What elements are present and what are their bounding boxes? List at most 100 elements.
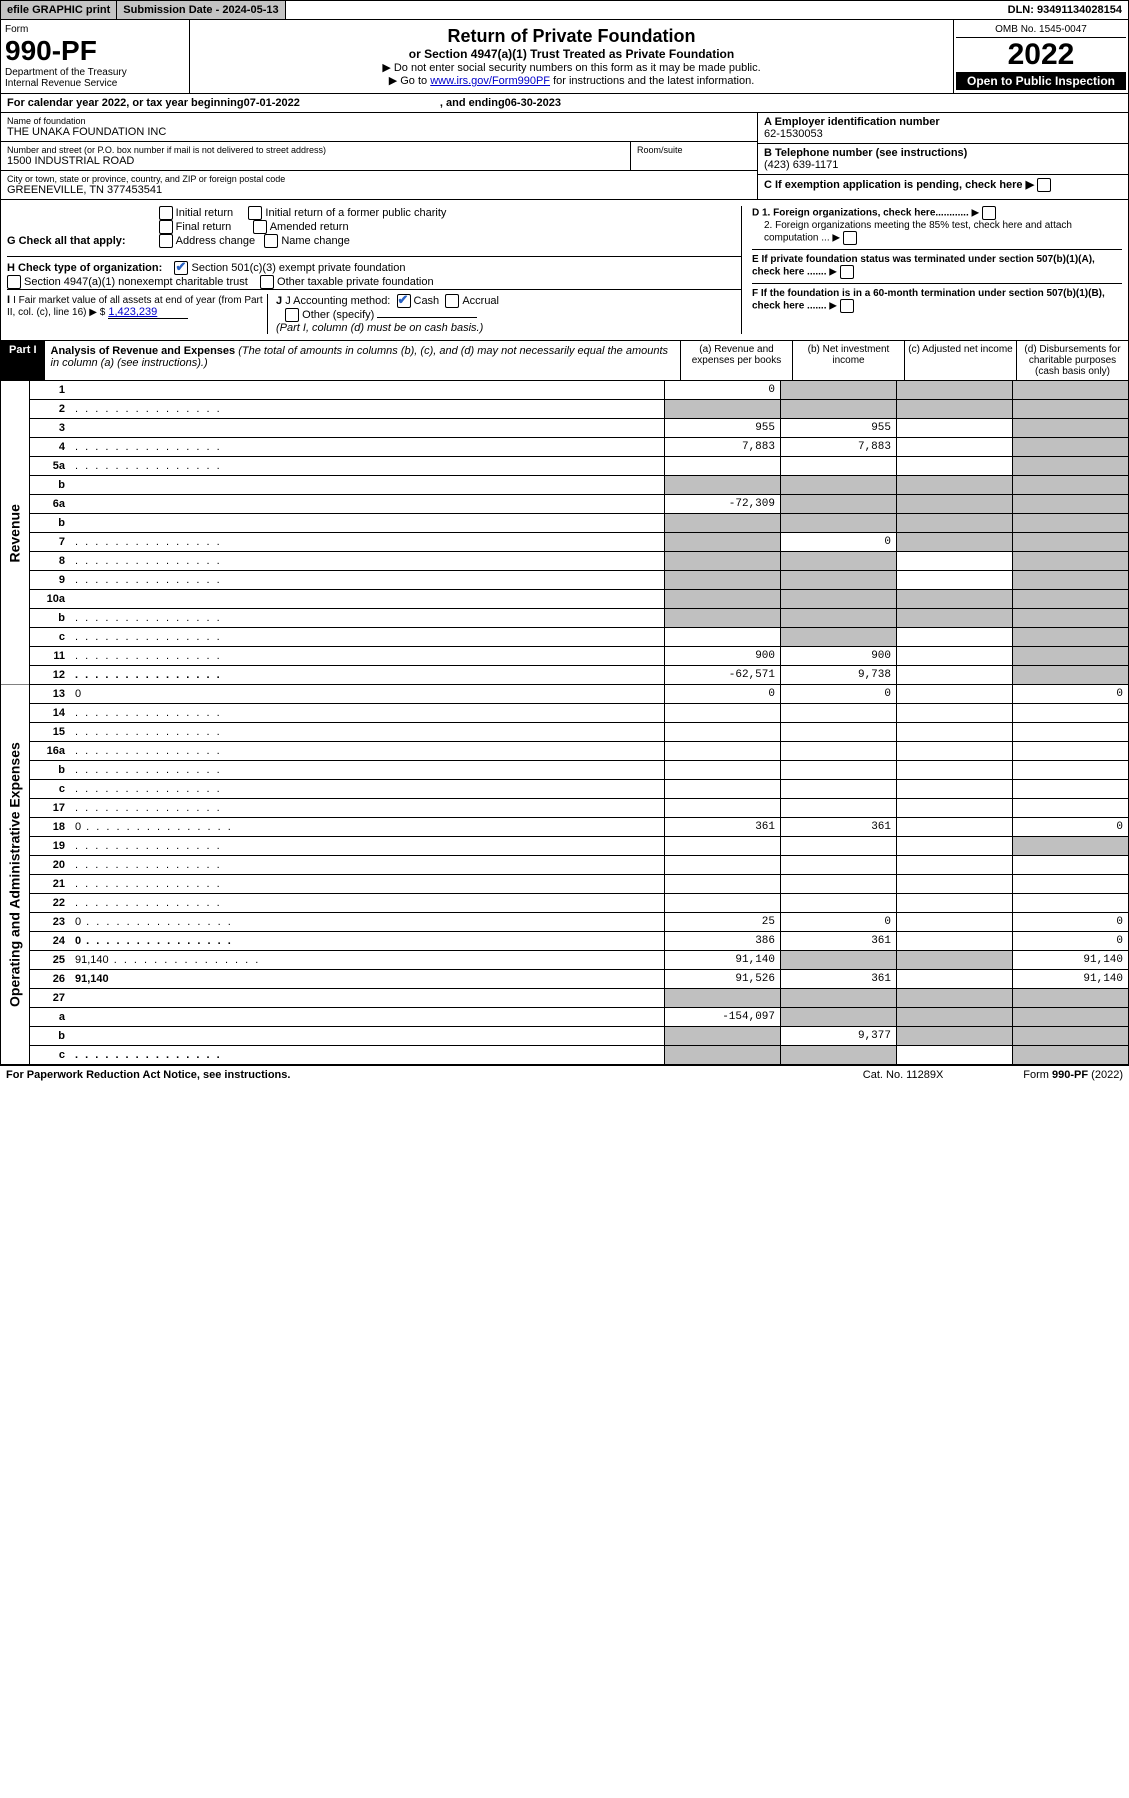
- amt-b: [781, 704, 897, 723]
- initial-return-checkbox[interactable]: [159, 206, 173, 220]
- line-num: 3: [30, 419, 71, 438]
- amt-b: [781, 514, 897, 533]
- street-cell: Number and street (or P.O. box number if…: [1, 142, 757, 171]
- amt-c: [897, 609, 1013, 628]
- line-desc: [70, 666, 665, 685]
- fmv-value[interactable]: 1,423,239: [108, 306, 157, 318]
- amt-d: 0: [1013, 932, 1129, 951]
- amt-b: 9,738: [781, 666, 897, 685]
- g-opt-4: Address change: [176, 235, 256, 247]
- accrual-checkbox[interactable]: [445, 294, 459, 308]
- amt-d: [1013, 799, 1129, 818]
- line-row: 3955955: [1, 419, 1129, 438]
- d2-checkbox[interactable]: [843, 231, 857, 245]
- dln-value: 93491134028154: [1037, 4, 1122, 16]
- amt-a: [665, 989, 781, 1008]
- line-row: b: [1, 609, 1129, 628]
- amt-a: -72,309: [665, 495, 781, 514]
- amt-c: [897, 628, 1013, 647]
- line-num: 20: [30, 856, 71, 875]
- amt-a: 25: [665, 913, 781, 932]
- amt-a: [665, 780, 781, 799]
- address-change-checkbox[interactable]: [159, 234, 173, 248]
- amt-c: [897, 476, 1013, 495]
- header-center: Return of Private Foundation or Section …: [190, 20, 953, 93]
- line-desc: [70, 723, 665, 742]
- line-desc: 0: [70, 818, 665, 837]
- line-desc: [70, 381, 665, 400]
- amt-a: 361: [665, 818, 781, 837]
- footer: For Paperwork Reduction Act Notice, see …: [0, 1065, 1129, 1084]
- line-num: b: [30, 761, 71, 780]
- 501c3-checkbox[interactable]: [174, 261, 188, 275]
- final-return-checkbox[interactable]: [159, 220, 173, 234]
- efile-label: efile GRAPHIC print: [1, 1, 117, 19]
- f-row: F If the foundation is in a 60-month ter…: [752, 283, 1122, 313]
- amt-b: 0: [781, 685, 897, 704]
- amt-b: [781, 837, 897, 856]
- line-num: 25: [30, 951, 71, 970]
- line-row: 2691,14091,52636191,140: [1, 970, 1129, 989]
- amt-d: [1013, 514, 1129, 533]
- line-row: 1803613610: [1, 818, 1129, 837]
- other-taxable-checkbox[interactable]: [260, 275, 274, 289]
- amt-b: [781, 951, 897, 970]
- top-bar: efile GRAPHIC print Submission Date - 20…: [0, 0, 1129, 20]
- f-checkbox[interactable]: [840, 299, 854, 313]
- dln: DLN: 93491134028154: [1002, 1, 1128, 19]
- line-row: 21: [1, 875, 1129, 894]
- name-change-checkbox[interactable]: [264, 234, 278, 248]
- line-row: 27: [1, 989, 1129, 1008]
- h-opt-2: Section 4947(a)(1) nonexempt charitable …: [24, 276, 248, 288]
- amt-c: [897, 704, 1013, 723]
- amt-c: [897, 761, 1013, 780]
- amended-return-checkbox[interactable]: [253, 220, 267, 234]
- line-num: 4: [30, 438, 71, 457]
- e-checkbox[interactable]: [840, 265, 854, 279]
- 4947-checkbox[interactable]: [7, 275, 21, 289]
- amt-a: [665, 799, 781, 818]
- amt-a: -62,571: [665, 666, 781, 685]
- other-method-checkbox[interactable]: [285, 308, 299, 322]
- submission-value: 2024-05-13: [222, 4, 278, 16]
- amt-b: [781, 856, 897, 875]
- h-opt-1: Section 501(c)(3) exempt private foundat…: [191, 262, 405, 274]
- amt-a: 0: [665, 381, 781, 400]
- line-num: 8: [30, 552, 71, 571]
- line-desc: [70, 875, 665, 894]
- line-num: 13: [30, 685, 71, 704]
- cash-checkbox[interactable]: [397, 294, 411, 308]
- amt-d: [1013, 666, 1129, 685]
- amt-a: [665, 856, 781, 875]
- line-num: b: [30, 609, 71, 628]
- col-c-head: (c) Adjusted net income: [904, 341, 1016, 380]
- d1-checkbox[interactable]: [982, 206, 996, 220]
- line-row: b: [1, 761, 1129, 780]
- line-row: c: [1, 1046, 1129, 1065]
- amt-c: [897, 495, 1013, 514]
- amt-a: [665, 400, 781, 419]
- amt-c: [897, 438, 1013, 457]
- amt-b: 955: [781, 419, 897, 438]
- exemption-checkbox[interactable]: [1037, 178, 1051, 192]
- amt-c: [897, 1008, 1013, 1027]
- line-desc: [70, 799, 665, 818]
- exemption-label: C If exemption application is pending, c…: [764, 179, 1023, 191]
- room-label: Room/suite: [637, 145, 757, 155]
- e-label: E If private foundation status was termi…: [752, 254, 1095, 278]
- line-row: 12-62,5719,738: [1, 666, 1129, 685]
- entity-left: Name of foundation THE UNAKA FOUNDATION …: [1, 113, 757, 199]
- amt-d: [1013, 647, 1129, 666]
- amt-c: [897, 647, 1013, 666]
- line-num: 15: [30, 723, 71, 742]
- line-row: 8: [1, 552, 1129, 571]
- e-row: E If private foundation status was termi…: [752, 249, 1122, 279]
- form-number: 990-PF: [5, 35, 185, 67]
- initial-former-checkbox[interactable]: [248, 206, 262, 220]
- line-row: a-154,097: [1, 1008, 1129, 1027]
- amt-b: [781, 989, 897, 1008]
- amt-b: 900: [781, 647, 897, 666]
- form990pf-link[interactable]: www.irs.gov/Form990PF: [430, 75, 550, 87]
- amt-a: [665, 1046, 781, 1065]
- line-row: 14: [1, 704, 1129, 723]
